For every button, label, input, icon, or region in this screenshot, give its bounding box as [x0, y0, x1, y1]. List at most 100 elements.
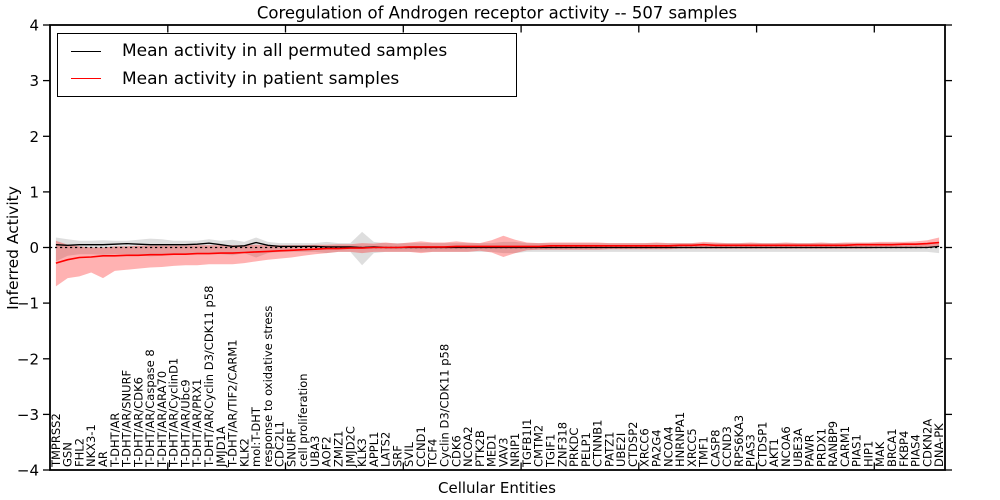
svg-text:NCOA6: NCOA6: [779, 426, 793, 467]
svg-text:1: 1: [29, 183, 39, 201]
svg-text:PA2G4: PA2G4: [650, 429, 664, 467]
svg-text:RANBP9: RANBP9: [826, 421, 840, 467]
svg-text:ZNF318: ZNF318: [555, 422, 569, 467]
svg-text:CDKN2A: CDKN2A: [920, 419, 934, 467]
svg-text:HIP1: HIP1: [862, 441, 876, 467]
svg-text:PRDX1: PRDX1: [814, 428, 828, 467]
y-tick-labels: 4 3 2 1 0 −1 −2 −3 −4: [17, 17, 952, 480]
svg-text:T-DHT/AR/ARA70: T-DHT/AR/ARA70: [155, 371, 169, 468]
svg-text:T-DHT/AR/CDK6: T-DHT/AR/CDK6: [131, 377, 145, 468]
patient-mean-line: [55, 241, 940, 264]
svg-text:4: 4: [29, 17, 39, 35]
x-major-ticks: [167, 25, 875, 470]
svg-text:mol:T-DHT: mol:T-DHT: [249, 406, 263, 467]
svg-text:CDC2L1: CDC2L1: [273, 421, 287, 467]
svg-text:T-DHT/AR/SNURF: T-DHT/AR/SNURF: [120, 370, 134, 468]
svg-text:cell proliferation: cell proliferation: [296, 373, 310, 467]
svg-text:T-DHT/AR/Ubc9: T-DHT/AR/Ubc9: [178, 379, 192, 468]
svg-text:UBE2I: UBE2I: [614, 433, 628, 467]
svg-text:DNA-PK: DNA-PK: [932, 423, 946, 467]
svg-text:CMTM2: CMTM2: [532, 425, 546, 467]
chart-title: Coregulation of Androgen receptor activi…: [256, 3, 738, 23]
svg-text:CTNNB1: CTNNB1: [591, 420, 605, 467]
svg-text:NRIP1: NRIP1: [508, 433, 522, 467]
x-axis-label: Cellular Entities: [438, 479, 556, 497]
svg-text:CASP8: CASP8: [708, 430, 722, 467]
svg-text:AR: AR: [96, 451, 110, 467]
svg-text:T-DHT/AR: T-DHT/AR: [108, 413, 122, 468]
svg-text:TMPRSS2: TMPRSS2: [49, 413, 63, 468]
svg-text:CCND3: CCND3: [720, 426, 734, 467]
svg-text:TGIF1: TGIF1: [544, 434, 558, 468]
svg-text:XRCC6: XRCC6: [638, 428, 652, 467]
svg-text:−2: −2: [17, 350, 39, 368]
svg-text:MAK: MAK: [873, 441, 887, 467]
legend: Mean activity in all permuted samples Me…: [57, 33, 517, 97]
patient-band: [55, 235, 940, 287]
svg-text:APPL1: APPL1: [367, 432, 381, 467]
svg-text:T-DHT/AR/Caspase 8: T-DHT/AR/Caspase 8: [143, 349, 157, 468]
y-axis-label: Inferred Activity: [4, 186, 22, 310]
svg-text:SNURF: SNURF: [284, 428, 298, 467]
svg-text:FKBP4: FKBP4: [897, 431, 911, 467]
legend-label: Mean activity in all permuted samples: [122, 41, 448, 62]
svg-text:−1: −1: [17, 295, 39, 313]
svg-text:CARM1: CARM1: [838, 426, 852, 467]
svg-text:SRF: SRF: [390, 445, 404, 467]
legend-entry-permuted: Mean activity in all permuted samples: [58, 41, 516, 61]
svg-text:PATZ1: PATZ1: [602, 432, 616, 467]
svg-text:NKX3-1: NKX3-1: [84, 424, 98, 467]
svg-text:PTK2B: PTK2B: [473, 430, 487, 467]
svg-text:CTDSP2: CTDSP2: [626, 422, 640, 467]
svg-text:KLK2: KLK2: [237, 438, 251, 467]
svg-text:JMJD1A: JMJD1A: [214, 426, 228, 468]
svg-text:KLK3: KLK3: [355, 438, 369, 467]
svg-text:−4: −4: [17, 462, 39, 480]
svg-text:2: 2: [29, 128, 39, 146]
svg-text:PELP1: PELP1: [579, 432, 593, 467]
permuted-mean-line: [55, 241, 940, 249]
svg-text:TCF4: TCF4: [426, 439, 440, 468]
svg-text:PRKDC: PRKDC: [567, 428, 581, 467]
svg-text:BRCA1: BRCA1: [885, 428, 899, 467]
svg-text:UBE3A: UBE3A: [791, 428, 805, 467]
svg-text:T-DHT/AR/CyclinD1: T-DHT/AR/CyclinD1: [167, 358, 181, 468]
svg-text:NCOA4: NCOA4: [661, 426, 675, 467]
svg-text:AKT1: AKT1: [767, 438, 781, 467]
svg-text:NCOA2: NCOA2: [461, 426, 475, 467]
svg-text:RPS6KA3: RPS6KA3: [732, 415, 746, 467]
svg-text:PIAS3: PIAS3: [744, 434, 758, 467]
svg-text:TMF1: TMF1: [697, 436, 711, 468]
svg-text:LATS2: LATS2: [379, 432, 393, 467]
svg-text:PAWR: PAWR: [803, 434, 817, 467]
x-category-labels: TMPRSS2GSNFHL2NKX3-1ART-DHT/ART-DHT/AR/S…: [49, 286, 946, 468]
svg-text:response to oxidative stress: response to oxidative stress: [261, 306, 275, 467]
legend-label: Mean activity in patient samples: [122, 68, 400, 89]
svg-text:Cyclin D3/CDK11 p58: Cyclin D3/CDK11 p58: [438, 344, 452, 467]
svg-text:HNRNPA1: HNRNPA1: [673, 412, 687, 467]
legend-line-sample-red: [71, 78, 101, 80]
permuted-band: [55, 231, 940, 266]
svg-text:MED1: MED1: [485, 434, 499, 467]
svg-text:UBA3: UBA3: [308, 436, 322, 468]
svg-text:T-DHT/AR/Cyclin D3/CDK11 p58: T-DHT/AR/Cyclin D3/CDK11 p58: [202, 286, 216, 468]
svg-text:−3: −3: [17, 406, 39, 424]
svg-text:PIAS4: PIAS4: [909, 434, 923, 467]
svg-text:AOF2: AOF2: [320, 436, 334, 467]
svg-text:CTDSP1: CTDSP1: [756, 422, 770, 467]
svg-text:GSN: GSN: [61, 442, 75, 467]
svg-text:T-DHT/AR/PRX1: T-DHT/AR/PRX1: [190, 379, 204, 468]
svg-text:PIAS1: PIAS1: [850, 434, 864, 467]
svg-text:TGFB1I1: TGFB1I1: [520, 419, 534, 468]
svg-text:VAV3: VAV3: [496, 438, 510, 467]
svg-text:CCND1: CCND1: [414, 426, 428, 467]
svg-text:SVIL: SVIL: [402, 441, 416, 467]
svg-text:JMJD2C: JMJD2C: [343, 426, 357, 468]
svg-text:XRCC5: XRCC5: [685, 428, 699, 467]
svg-text:3: 3: [29, 72, 39, 90]
svg-text:FHL2: FHL2: [72, 438, 86, 467]
legend-entry-patient: Mean activity in patient samples: [58, 69, 516, 89]
svg-text:CDK6: CDK6: [449, 435, 463, 467]
